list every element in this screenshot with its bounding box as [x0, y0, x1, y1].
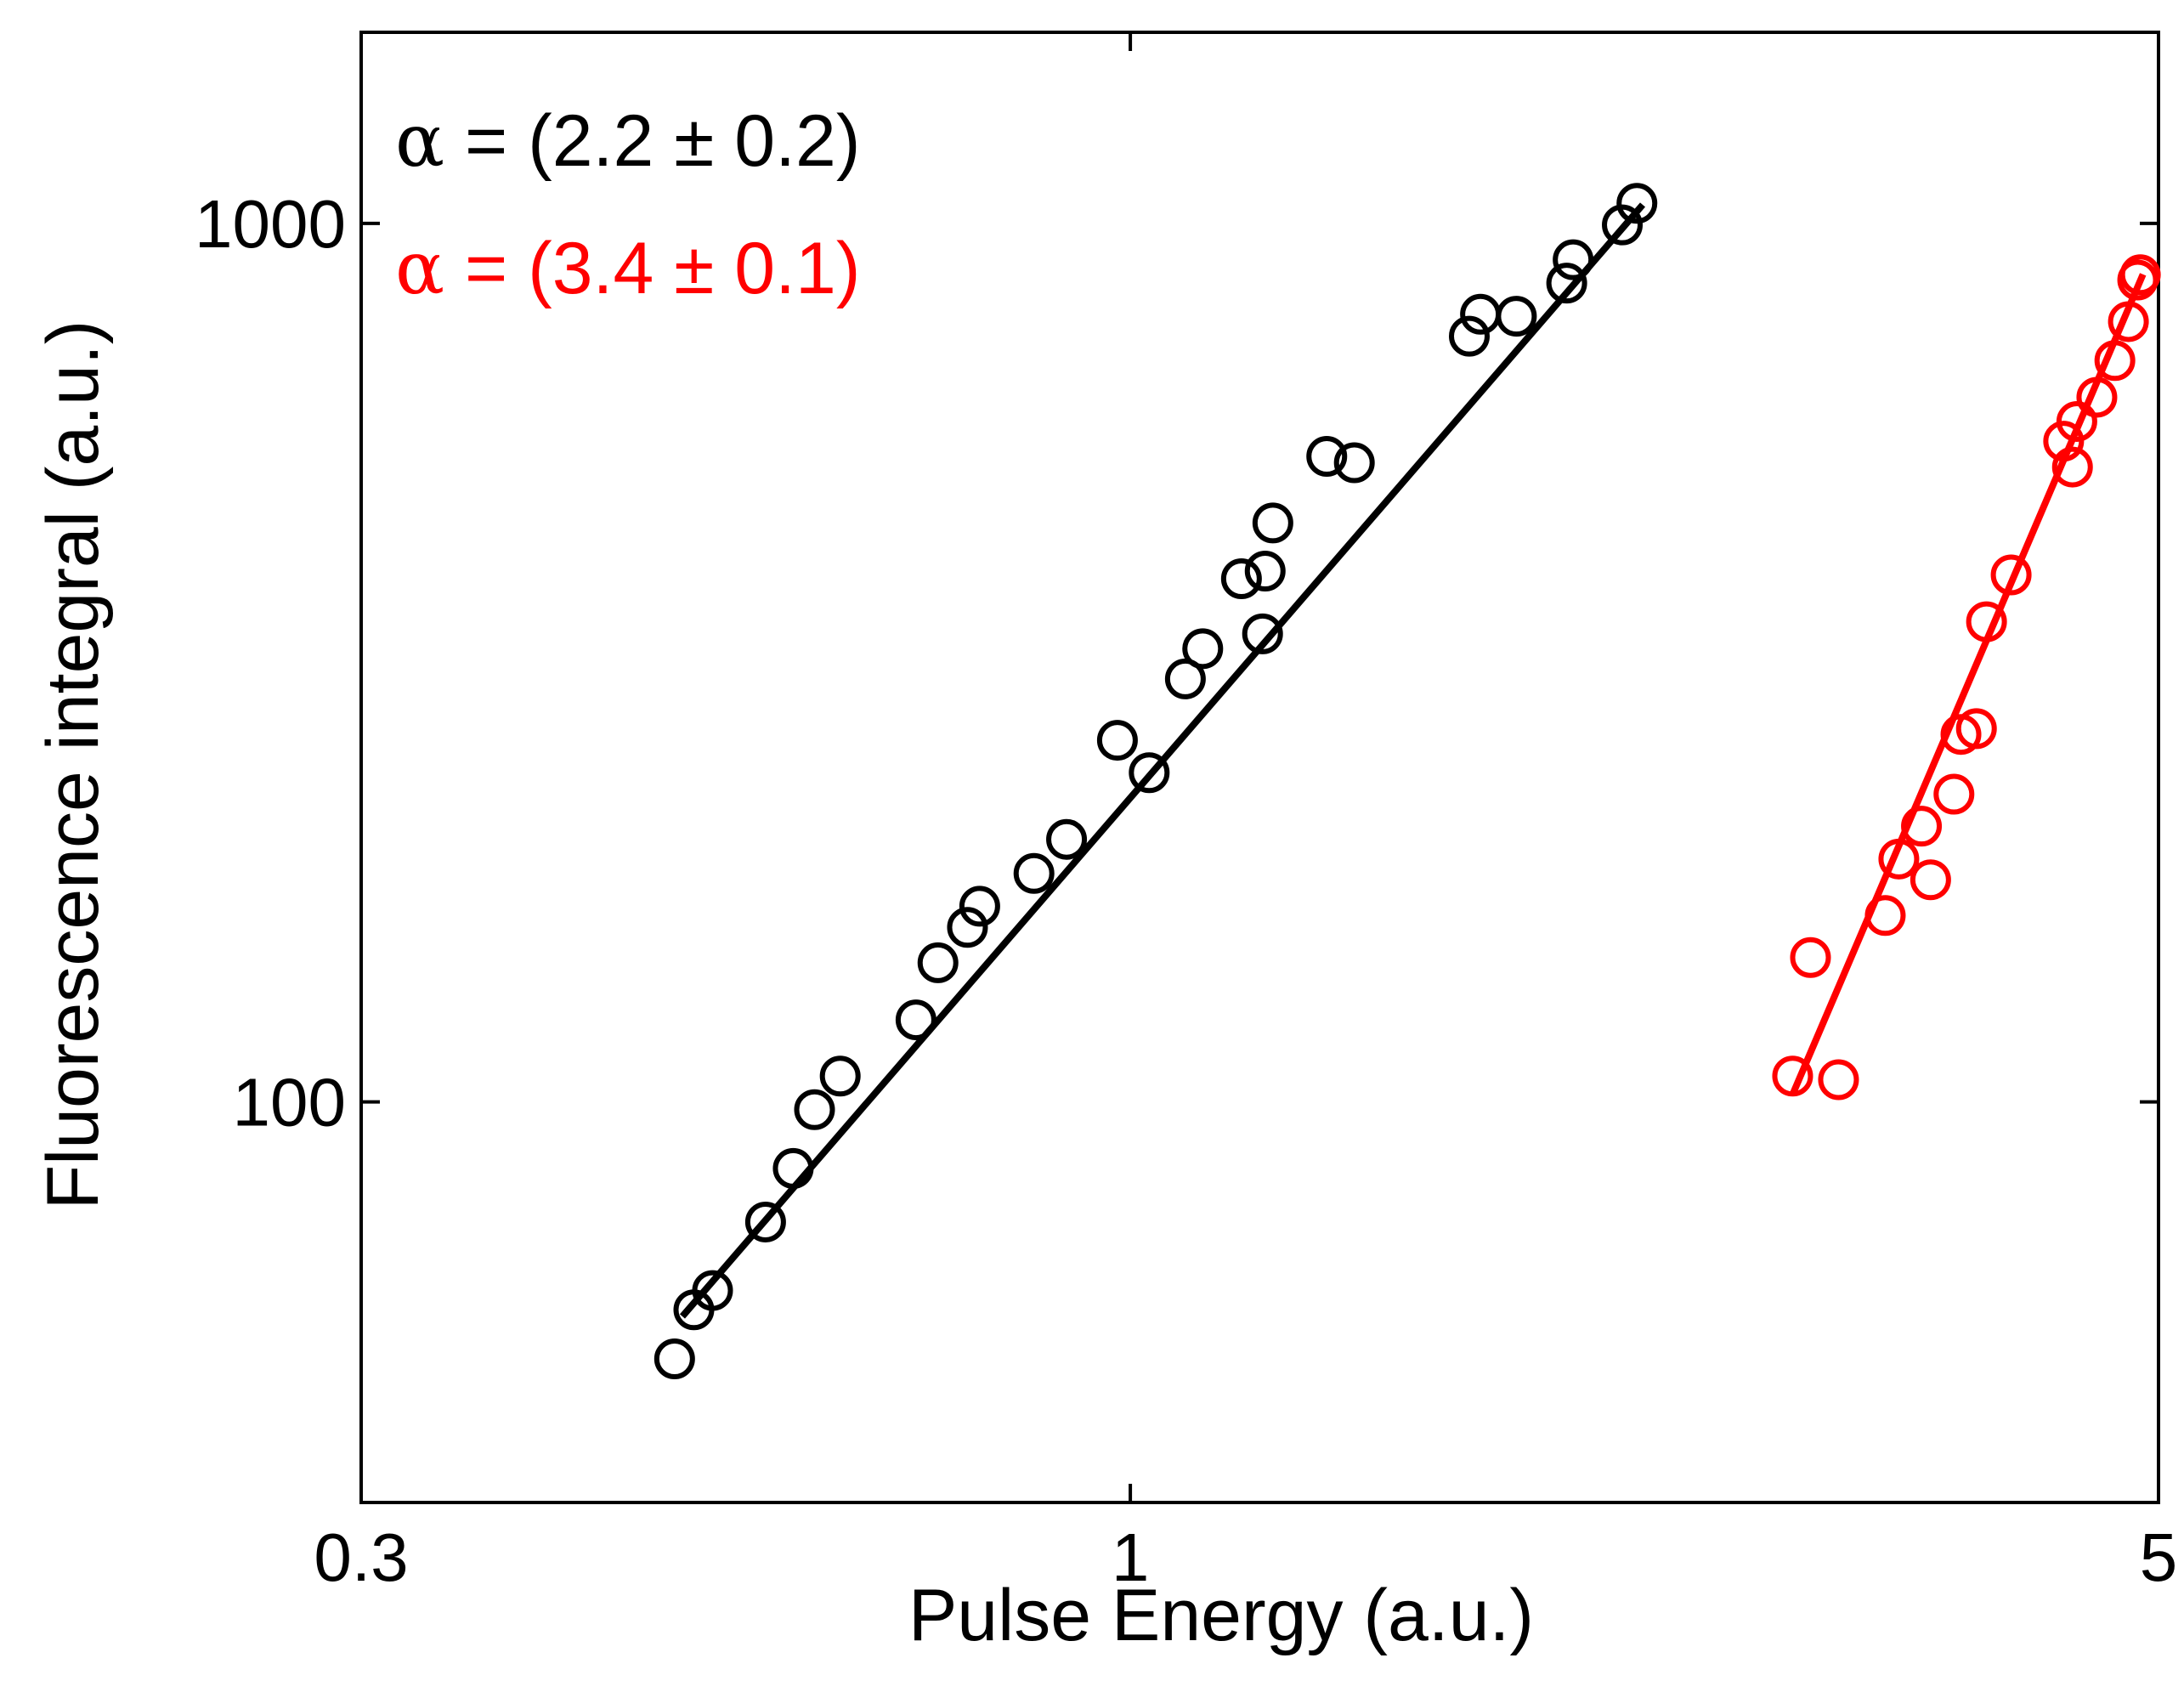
- series-black-point-26: [1546, 263, 1587, 304]
- y-axis-title: Fluorescence integral (a.u.): [32, 320, 114, 1210]
- series-red-point-13: [2051, 446, 2093, 488]
- x-axis-title: Pulse Energy (a.u.): [908, 1575, 1534, 1656]
- series-red-point-11: [1990, 554, 2032, 596]
- annotation-alpha-red: α = (3.4 ± 0.1): [395, 226, 860, 311]
- series-black-point-18: [1242, 613, 1283, 654]
- series-red-point-10: [1966, 601, 2007, 642]
- series-black-point-23: [1448, 315, 1490, 357]
- series-black-point-17: [1220, 558, 1262, 600]
- plot-frame: [359, 31, 2160, 1504]
- series-red-point-19: [2119, 254, 2161, 296]
- series-red-point-2: [1818, 1059, 1859, 1101]
- series-black-point-13: [1096, 720, 1138, 761]
- annotation-alpha-black: α = (2.2 ± 0.2): [395, 99, 860, 184]
- axis-ticks: [359, 32, 2160, 1502]
- y-tick-label-0: 100: [233, 1065, 346, 1140]
- series-red-point-0: [1772, 1055, 1813, 1097]
- series-black-point-9: [947, 907, 988, 948]
- series-black-point-27: [1553, 239, 1594, 280]
- series-red-point-15: [2076, 376, 2118, 418]
- series-black-point-19: [1244, 550, 1286, 591]
- series-black-point-3: [744, 1201, 786, 1242]
- alpha-symbol: α: [395, 226, 444, 311]
- x-tick-label-0: 0.3: [314, 1519, 408, 1595]
- series-black-point-7: [895, 999, 936, 1041]
- series-black-point-29: [1616, 183, 1658, 224]
- series-black-point-22: [1333, 442, 1375, 484]
- series-black-point-20: [1252, 502, 1293, 544]
- series-red-point-9: [1955, 708, 1997, 750]
- series-red-point-14: [2056, 400, 2097, 442]
- axis-tick-labels: 0.3 1 5 100 1000: [195, 186, 2177, 1595]
- alpha-value-text: = (3.4 ± 0.1): [444, 228, 860, 309]
- series-black-point-15: [1164, 658, 1206, 699]
- series-black-point-6: [819, 1055, 861, 1097]
- x-tick-label-2: 5: [2140, 1519, 2178, 1595]
- series-black-point-5: [794, 1089, 835, 1130]
- series-black-point-12: [1046, 818, 1088, 860]
- series-red-point-4: [1878, 838, 1920, 880]
- series-black-point-24: [1460, 293, 1502, 335]
- fit-lines: [679, 202, 2147, 1319]
- alpha-value-text: = (2.2 ± 0.2): [444, 100, 860, 182]
- series-black-point-16: [1182, 628, 1224, 670]
- series-red-fit-line: [1789, 273, 2147, 1096]
- series-black-point-11: [1013, 852, 1055, 894]
- x-tick-label-1: 1: [1112, 1519, 1150, 1595]
- series-red-point-7: [1933, 773, 1975, 815]
- series-black-point-25: [1496, 296, 1537, 337]
- series-red-point-6: [1910, 859, 1951, 901]
- series-black-point-4: [772, 1147, 814, 1189]
- series-red-point-16: [2094, 340, 2136, 382]
- series-black-point-10: [959, 886, 1000, 927]
- series-red-point-3: [1864, 895, 1906, 937]
- series-red-point-1: [1790, 937, 1831, 978]
- y-tick-label-1: 1000: [195, 186, 346, 262]
- series-black-point-2: [692, 1270, 733, 1311]
- series-black-point-28: [1602, 204, 1644, 246]
- series-red-point-5: [1901, 806, 1943, 847]
- alpha-symbol: α: [395, 99, 444, 184]
- series-black-point-21: [1306, 436, 1348, 478]
- series-red-point-17: [2108, 301, 2149, 342]
- series-black-point-8: [917, 942, 959, 983]
- series-black-point-14: [1129, 752, 1170, 794]
- series-black-point-0: [654, 1338, 695, 1379]
- data-points: [654, 183, 2161, 1379]
